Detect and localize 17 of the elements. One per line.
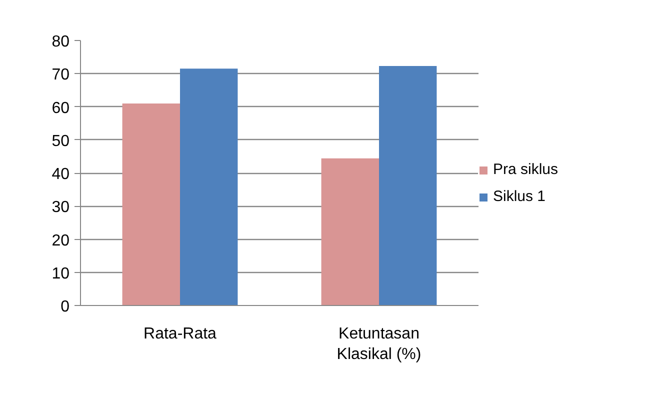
y-tick-label: 20 bbox=[52, 232, 70, 250]
bar bbox=[321, 158, 379, 306]
legend-label: Siklus 1 bbox=[493, 188, 546, 205]
y-tick-label: 70 bbox=[52, 66, 70, 84]
y-tick-label: 0 bbox=[60, 298, 70, 316]
y-tick-label: 40 bbox=[52, 166, 70, 183]
x-tick-label: Rata-Rata bbox=[144, 326, 217, 342]
bar bbox=[122, 103, 180, 306]
x-tick-label: Ketuntasan Klasikal (%) bbox=[336, 326, 422, 363]
y-tick-label: 50 bbox=[52, 132, 70, 150]
legend-label: Pra siklus bbox=[493, 161, 558, 178]
y-tick-label: 10 bbox=[52, 265, 70, 282]
bar bbox=[180, 68, 238, 306]
bar bbox=[379, 66, 437, 306]
y-tick-label: 60 bbox=[52, 100, 70, 117]
y-tick-label: 80 bbox=[52, 34, 70, 50]
y-tick-label: 30 bbox=[52, 199, 70, 216]
